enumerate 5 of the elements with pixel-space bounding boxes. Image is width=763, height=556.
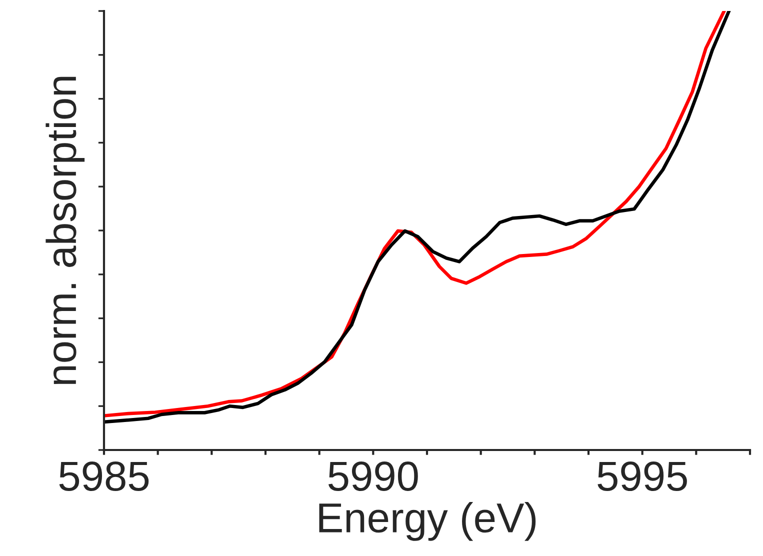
x-tick-label: 5990 bbox=[328, 462, 418, 492]
x-tick-label: 5985 bbox=[59, 462, 149, 492]
x-axis-title: Energy (eV) bbox=[319, 502, 536, 541]
y-axis-title: norm. absorption bbox=[46, 76, 85, 384]
x-tick-label: 5995 bbox=[598, 462, 687, 492]
